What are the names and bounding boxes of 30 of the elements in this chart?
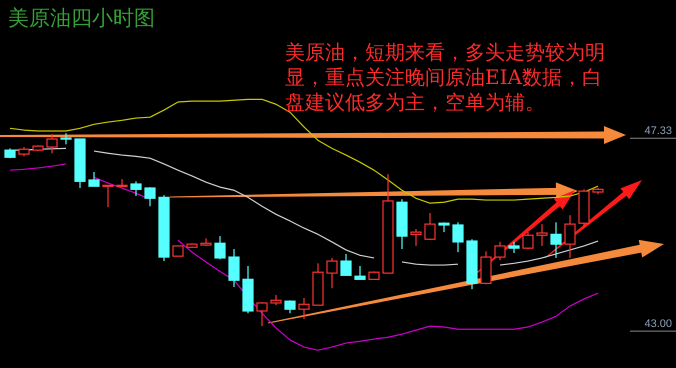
candlestick bbox=[144, 186, 156, 207]
candlestick bbox=[354, 265, 366, 280]
candlestick bbox=[46, 134, 58, 154]
candlestick bbox=[452, 222, 464, 253]
candlestick bbox=[494, 241, 506, 261]
candlestick bbox=[18, 146, 30, 157]
candlestick bbox=[130, 180, 142, 197]
candlestick bbox=[284, 300, 296, 314]
candlestick bbox=[522, 232, 534, 250]
candlestick bbox=[228, 248, 240, 288]
y-tick-label: 43.00 bbox=[644, 318, 672, 330]
candlestick bbox=[256, 301, 268, 327]
candlestick bbox=[326, 257, 338, 289]
candlestick bbox=[536, 223, 548, 247]
annotation: 美原油，短期来看，多头走势较为明显，重点关注晚间原油EIA数据，白盘建议低多为主，空单为辅。 bbox=[285, 40, 606, 115]
candlestick bbox=[172, 245, 184, 257]
candlestick bbox=[410, 228, 422, 247]
candlestick bbox=[214, 236, 226, 260]
candlestick bbox=[550, 222, 562, 259]
candlestick bbox=[424, 212, 436, 241]
candlestick bbox=[60, 132, 72, 145]
candlestick bbox=[508, 241, 520, 254]
candlestick bbox=[88, 171, 100, 187]
candlestick bbox=[298, 297, 310, 320]
candlestick bbox=[564, 214, 576, 259]
chart-title: 美原油四小时图 bbox=[8, 5, 155, 32]
candlestick bbox=[270, 294, 282, 306]
candlestick bbox=[340, 253, 352, 276]
y-tick-label: 47.33 bbox=[644, 125, 672, 138]
candlestick bbox=[102, 184, 114, 208]
